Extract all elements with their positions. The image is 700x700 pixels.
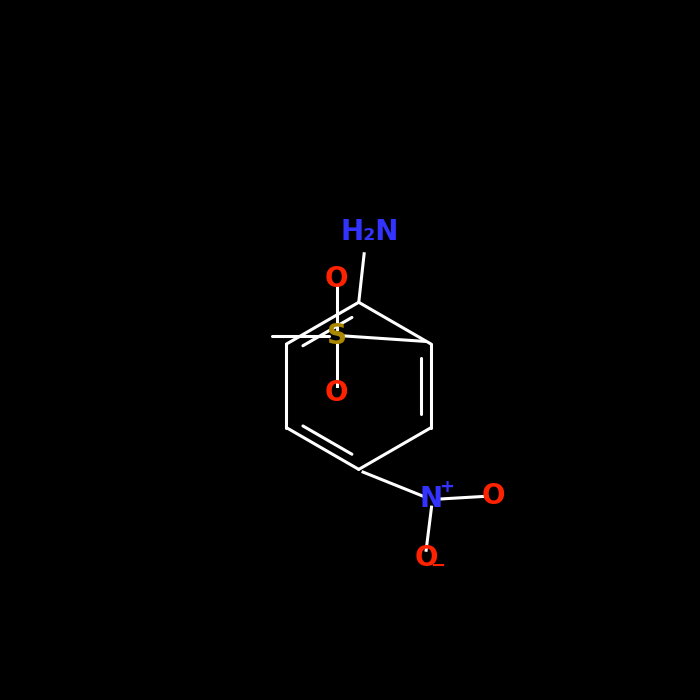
Text: −: − [430,557,445,575]
Text: N: N [420,485,443,513]
Text: O: O [414,545,438,573]
Text: O: O [482,482,505,510]
Text: O: O [325,379,349,407]
Text: +: + [439,478,454,496]
Text: O: O [325,265,349,293]
Text: S: S [327,322,346,350]
Text: H₂N: H₂N [340,218,399,246]
